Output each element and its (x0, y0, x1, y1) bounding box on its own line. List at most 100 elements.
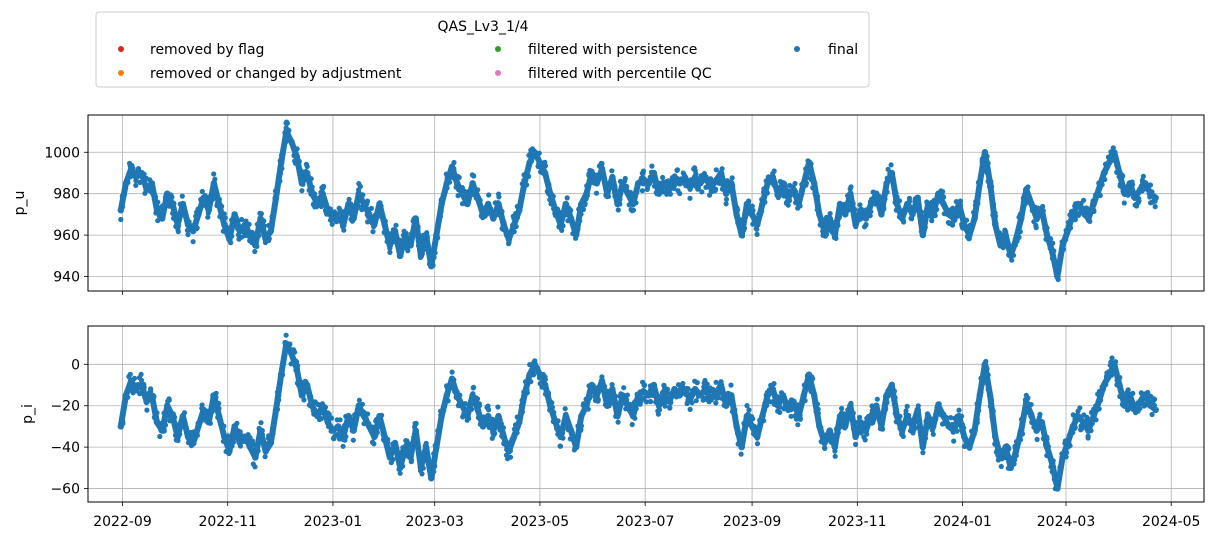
data-point-jitter (1097, 192, 1103, 199)
data-point (407, 454, 414, 461)
data-point (490, 427, 497, 434)
data-point (1105, 159, 1113, 166)
data-point (133, 173, 140, 181)
data-point-jitter (449, 369, 455, 375)
data-point (314, 412, 321, 420)
data-point (210, 180, 218, 187)
data-point-jitter (329, 221, 335, 227)
data-point (924, 412, 932, 420)
data-point (728, 392, 735, 399)
y-axis: −60 −40 −20 0 (50, 357, 88, 498)
data-point-jitter (839, 405, 845, 412)
data-point (205, 207, 212, 214)
data-point (453, 392, 461, 399)
data-point (774, 402, 782, 409)
data-point-jitter (788, 413, 794, 419)
data-point-jitter (237, 429, 243, 435)
data-point-jitter (1096, 388, 1102, 394)
data-point-jitter (863, 419, 869, 425)
data-point-jitter (655, 411, 662, 417)
data-point-jitter (315, 401, 321, 408)
data-point (391, 439, 399, 447)
data-point-jitter (239, 216, 245, 223)
data-point (422, 231, 430, 239)
data-point-jitter (602, 383, 608, 389)
data-point (976, 392, 983, 399)
data-point (650, 381, 657, 389)
data-point-jitter (155, 218, 161, 224)
data-point-jitter (157, 433, 163, 440)
legend-label: final (828, 42, 858, 58)
data-point (624, 190, 632, 197)
data-point (324, 207, 331, 214)
data-point-jitter (524, 387, 530, 393)
data-point (324, 419, 331, 426)
data-point-jitter (590, 388, 596, 394)
data-point (210, 392, 218, 399)
data-point (1007, 464, 1014, 471)
data-point (1105, 371, 1113, 378)
data-point-jitter (239, 234, 245, 240)
data-point-jitter (219, 427, 226, 433)
data-point-jitter (413, 421, 419, 427)
data-point (366, 211, 373, 218)
data-point (117, 207, 125, 214)
data-point (645, 180, 652, 187)
data-point (143, 398, 150, 405)
data-point-jitter (827, 211, 833, 217)
data-point (221, 433, 228, 440)
data-point-jitter (621, 385, 627, 391)
data-point-jitter (331, 436, 337, 442)
data-point (267, 227, 274, 235)
data-point (686, 396, 694, 403)
data-point (660, 180, 668, 187)
data-points (117, 332, 1159, 492)
data-point (759, 412, 766, 420)
data-point-jitter (755, 429, 761, 435)
data-point (205, 419, 212, 426)
data-point (717, 169, 725, 177)
data-point (360, 412, 368, 420)
data-point-jitter (1075, 212, 1082, 218)
x-tick-label: 2022-11 (198, 514, 257, 530)
data-point-jitter (396, 237, 402, 243)
data-point-jitter (677, 190, 683, 197)
data-point (697, 392, 704, 399)
legend-marker (118, 70, 124, 76)
data-point-jitter (612, 398, 618, 404)
x-tick-label: 2023-07 (616, 514, 675, 530)
data-point (381, 221, 388, 228)
data-point-jitter (329, 415, 335, 421)
data-point-jitter (743, 214, 749, 220)
data-point-jitter (299, 188, 305, 194)
data-point-jitter (1013, 439, 1020, 445)
data-point (1028, 412, 1035, 420)
data-point (231, 211, 238, 218)
data-point-jitter (884, 175, 890, 181)
data-point-jitter (475, 415, 481, 421)
data-point-jitter (600, 172, 606, 178)
legend-label: removed by flag (150, 42, 264, 58)
data-point (231, 423, 238, 430)
data-point (469, 392, 476, 399)
data-point-jitter (149, 190, 155, 196)
data-point (800, 180, 807, 187)
data-point-jitter (1081, 197, 1087, 203)
data-point-jitter (528, 379, 534, 385)
data-point-jitter (900, 433, 906, 439)
data-point-jitter (418, 241, 425, 247)
data-point (272, 194, 280, 201)
data-point (541, 381, 549, 389)
data-point (474, 406, 481, 414)
data-point (329, 427, 337, 434)
data-point (164, 190, 171, 197)
data-point-jitter (166, 397, 172, 403)
data-point-jitter (234, 219, 240, 226)
data-point-jitter (1117, 393, 1123, 400)
data-point-jitter (252, 248, 258, 255)
data-point-jitter (216, 400, 222, 406)
data-point (1007, 252, 1014, 259)
data-point-jitter (755, 424, 762, 430)
data-point (397, 252, 404, 259)
data-point-jitter (342, 422, 348, 428)
